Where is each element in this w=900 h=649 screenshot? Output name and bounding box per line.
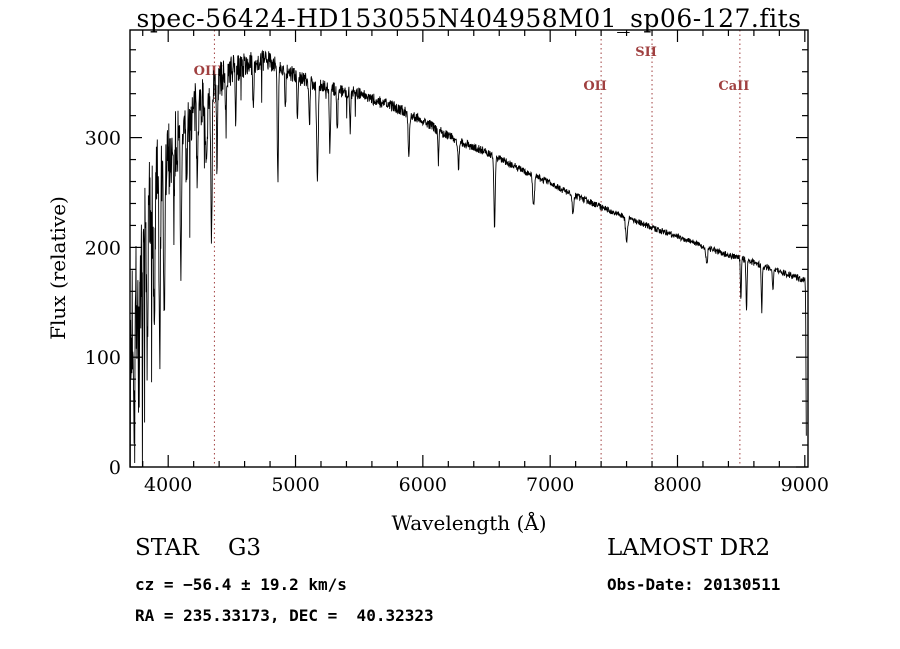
y-tick-label: 200 [85, 237, 121, 259]
x-axis-title: Wavelength (Å) [391, 511, 547, 535]
chart-title: spec-56424-HD153055N404958M01_sp06-127.f… [136, 4, 802, 33]
survey-label: LAMOST DR2 [607, 535, 771, 561]
marker-label-oiii: OIII [194, 64, 224, 79]
ra-dec-label: RA = 235.33173, DEC = 40.32323 [135, 606, 434, 625]
y-axis-title: Flux (relative) [46, 196, 70, 340]
y-tick-label: 100 [85, 347, 121, 369]
y-tick-label: 0 [109, 457, 121, 479]
y-tick-label: 300 [85, 128, 121, 150]
x-tick-label: 5000 [271, 474, 319, 496]
object-class-label: STAR G3 [135, 535, 262, 561]
marker-label-oii: OII [583, 79, 607, 94]
obs-date-label: Obs-Date: 20130511 [607, 575, 781, 594]
spectrum-trace [130, 49, 807, 467]
x-tick-label: 6000 [399, 474, 447, 496]
x-tick-label: 7000 [526, 474, 574, 496]
marker-label-sii: SII [635, 45, 657, 60]
marker-label-caii: CaII [718, 79, 749, 94]
x-tick-label: 9000 [781, 474, 829, 496]
x-tick-label: 8000 [653, 474, 701, 496]
x-tick-label: 4000 [144, 474, 192, 496]
plot-frame [129, 29, 809, 468]
redshift-velocity-label: cz = −56.4 ± 19.2 km/s [135, 575, 347, 594]
